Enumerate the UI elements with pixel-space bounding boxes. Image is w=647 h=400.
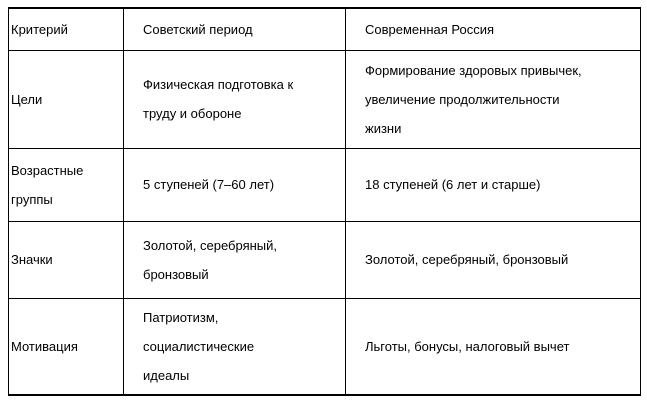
row-label-cell: Возрастные группы [8,147,124,222]
header-cell-criterion: Критерий [8,7,124,51]
comparison-table: Критерий Советский период Современная Ро… [8,7,641,396]
modern-cell: 18 ступеней (6 лет и старше) [345,147,641,222]
modern-cell: Формирование здоровых привычек, увеличен… [345,49,641,149]
header-cell-modern-russia: Современная Россия [345,7,641,51]
soviet-cell: Патриотизм, социалистические идеалы [123,297,346,395]
soviet-cell: Физическая подготовка к труду и обороне [123,49,346,149]
row-label-cell: Мотивация [8,297,124,395]
table-row-age-groups: Возрастные группы 5 ступеней (7–60 лет) … [8,147,641,222]
soviet-cell: 5 ступеней (7–60 лет) [123,147,346,222]
soviet-cell: Золотой, серебряный, бронзовый [123,220,346,299]
comparison-table-container: Критерий Советский период Современная Ро… [8,7,641,396]
header-cell-soviet-period: Советский период [123,7,346,51]
row-label-cell: Значки [8,220,124,299]
row-label-cell: Цели [8,49,124,149]
modern-cell: Золотой, серебряный, бронзовый [345,220,641,299]
table-header-row: Критерий Советский период Современная Ро… [8,7,641,51]
table-row-badges: Значки Золотой, серебряный, бронзовый Зо… [8,220,641,299]
table-row-motivation: Мотивация Патриотизм, социалистические и… [8,297,641,395]
table-row-goals: Цели Физическая подготовка к труду и обо… [8,49,641,149]
modern-cell: Льготы, бонусы, налоговый вычет [345,297,641,395]
